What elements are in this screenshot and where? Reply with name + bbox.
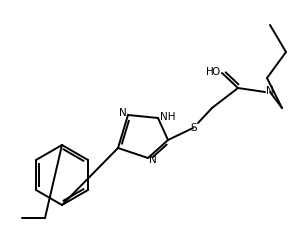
Text: H: H — [206, 67, 214, 77]
Text: O: O — [212, 67, 220, 77]
Text: N: N — [266, 86, 274, 96]
Text: N: N — [149, 155, 157, 165]
Text: S: S — [191, 123, 197, 133]
Text: NH: NH — [160, 112, 175, 122]
Text: N: N — [119, 108, 127, 118]
